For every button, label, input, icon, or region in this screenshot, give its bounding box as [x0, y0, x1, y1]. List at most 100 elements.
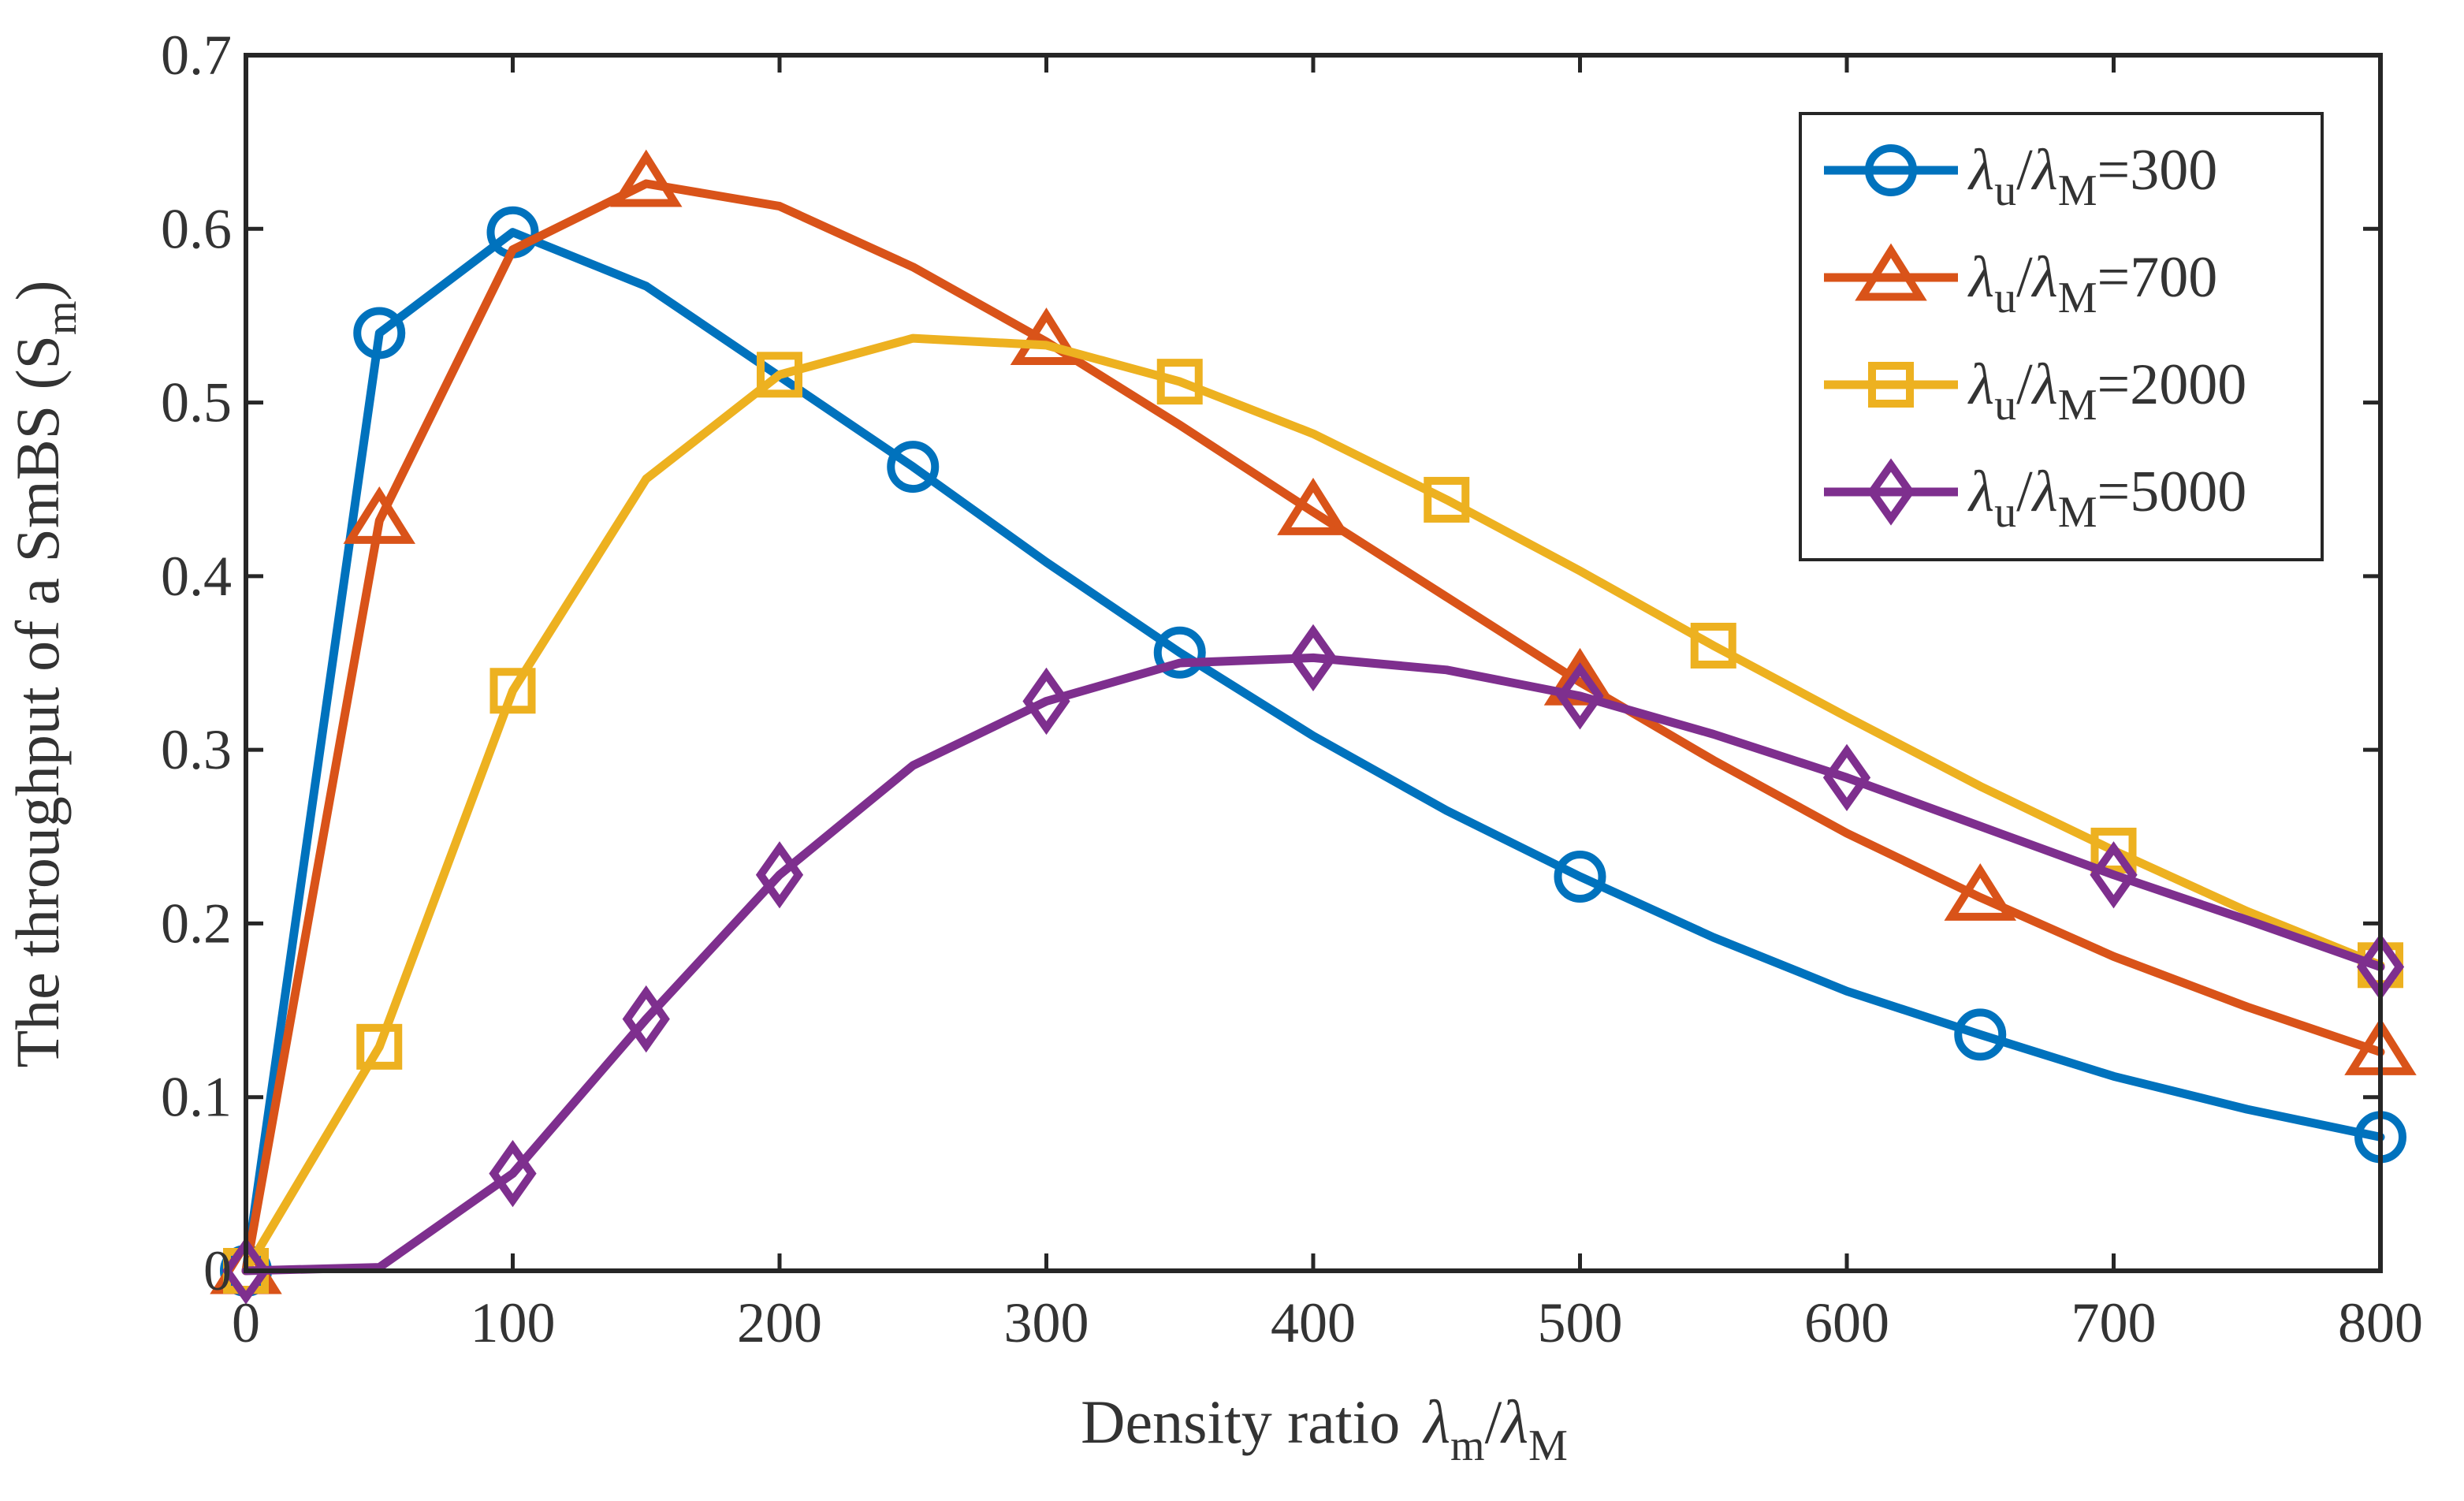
legend-label-2-lambda: λ [1967, 245, 1994, 310]
series-4-point-5 [1022, 667, 1070, 736]
y-tick-label-3: 0.3 [161, 718, 232, 781]
legend-label-3: λu/λM=2000 [1967, 352, 2246, 430]
legend-marker-3 [1868, 362, 1914, 408]
legend-entry-2: λu/λM=700 [1824, 243, 2217, 322]
legend-label-2-slash: / [2016, 245, 2033, 310]
y-tick-label-0: 0 [203, 1239, 232, 1302]
legend-label-3-lambda: λ [1967, 352, 1994, 417]
legend-label-4-lambda: λ [1967, 460, 1994, 524]
legend-label-1-sub2: M [2058, 166, 2097, 215]
series-2-point-4 [1010, 307, 1083, 365]
legend-label-2-lambda: λ [2031, 245, 2058, 310]
series-1-point-7 [1954, 1008, 2007, 1061]
x-tick-label-1: 100 [471, 1291, 556, 1354]
legend-label-2-sub2: M [2058, 274, 2097, 322]
legend-label-4-sub2: M [2058, 488, 2097, 537]
y-axis-title-main: The throughput of a SmBS (S [3, 335, 72, 1068]
legend-label-1-value: =300 [2097, 138, 2217, 203]
series-2-point-3 [609, 149, 683, 207]
x-tick-label-4: 400 [1271, 1291, 1356, 1354]
legend-label-1-slash: / [2016, 138, 2033, 203]
legend-label-4-lambda: λ [2031, 460, 2058, 524]
series-4-point-6 [1289, 624, 1338, 692]
x-tick-label-5: 500 [1538, 1291, 1623, 1354]
y-tick-label-6: 0.6 [161, 197, 232, 260]
x-tick-label-8: 800 [2338, 1291, 2423, 1354]
legend-label-3-lambda: λ [2031, 352, 2058, 417]
plot-area [210, 149, 2417, 1305]
series-1-point-2 [353, 307, 406, 359]
x-tick-label-2: 200 [737, 1291, 822, 1354]
series-4-point-1 [221, 1237, 270, 1305]
x-axis-title-lambda-2: λ [1500, 1387, 1528, 1456]
x-axis-title-sub-2: M [1528, 1421, 1568, 1470]
series-4-point-7 [1556, 662, 1604, 730]
series-4-point-8 [1822, 743, 1871, 812]
y-tick-label-2: 0.2 [161, 892, 232, 955]
series-3-point-8 [2090, 827, 2137, 873]
x-axis-title-main: Density ratio [1081, 1387, 1400, 1456]
series-3-point-4 [757, 352, 802, 398]
series-3-point-2 [356, 1023, 403, 1070]
series-3-point-3 [489, 668, 536, 714]
legend-entry-3: λu/λM=2000 [1824, 352, 2246, 430]
series-3 [223, 333, 2403, 1294]
legend-marker-2 [1855, 243, 1927, 301]
legend-label-2: λu/λM=700 [1967, 245, 2217, 322]
series-4-point-9 [2090, 841, 2138, 909]
y-axis-title: The throughput of a SmBS (Sm) [3, 280, 86, 1067]
axes: 0 100 200 300 400 500 600 700 800 0 0.1 0.2 0.3 0.4 0.… [161, 24, 2423, 1354]
y-tick-label-7: 0.7 [161, 24, 232, 87]
series-1-point-6 [1554, 850, 1606, 903]
series-2-point-7 [1944, 862, 2017, 921]
series-4-point-2 [489, 1139, 537, 1208]
x-axis-title-slash: / [1485, 1387, 1502, 1456]
legend-label-1: λu/λM=300 [1967, 138, 2217, 215]
series-4-point-4 [755, 841, 804, 909]
legend-entry-1: λu/λM=300 [1824, 138, 2217, 215]
series-1-point-5 [1153, 626, 1206, 679]
series-4 [221, 624, 2405, 1305]
legend-label-3-value: =2000 [2097, 352, 2246, 417]
legend-marker-4 [1867, 458, 1915, 526]
legend-entry-4: λu/λM=5000 [1824, 458, 2246, 537]
legend-label-3-sub2: M [2058, 381, 2097, 430]
series-1-line [241, 228, 2385, 1276]
x-axis-title-lambda-1: λ [1422, 1387, 1450, 1456]
y-tick-label-1: 0.1 [161, 1066, 232, 1129]
legend-marker-1 [1865, 144, 1917, 196]
series-3-point-6 [1424, 476, 1470, 523]
legend-label-1-lambda: λ [2031, 138, 2058, 203]
x-tick-label-7: 700 [2071, 1291, 2157, 1354]
legend-box [1799, 112, 2324, 561]
x-axis-title: Density ratio λm/λM [1081, 1387, 1568, 1470]
series-2-point-5 [1277, 477, 1349, 535]
legend-label-3-sub1: u [1994, 381, 2016, 430]
x-tick-label-6: 600 [1804, 1291, 1889, 1354]
series-4-line [241, 653, 2385, 1276]
y-axis-title-close: ) [3, 280, 72, 300]
legend-label-4-slash: / [2016, 460, 2033, 524]
series-3-line [241, 333, 2385, 1276]
legend-label-1-sub1: u [1994, 166, 2016, 215]
legend-label-2-sub1: u [1994, 274, 2016, 322]
x-tick-label-3: 300 [1004, 1291, 1089, 1354]
legend-label-2-value: =700 [2097, 245, 2217, 310]
series-2-point-6 [1543, 647, 1617, 706]
legend-label-4: λu/λM=5000 [1967, 460, 2246, 537]
series-2-line [241, 179, 2385, 1276]
y-tick-label-5: 0.5 [161, 371, 232, 434]
series-4-point-3 [622, 985, 670, 1053]
y-tick-label-4: 0.4 [161, 545, 232, 608]
x-tick-label-0: 0 [232, 1291, 260, 1354]
legend-label-4-sub1: u [1994, 488, 2016, 537]
x-axis-title-sub-1: m [1450, 1421, 1485, 1470]
series-2-point-2 [343, 486, 416, 544]
legend-label-3-slash: / [2016, 352, 2033, 417]
y-axis-title-sub: m [37, 300, 86, 335]
legend-label-1-lambda: λ [1967, 138, 1994, 203]
series-1-point-4 [887, 441, 940, 494]
series-3-point-7 [1690, 622, 1736, 669]
series-3-point-5 [1156, 359, 1203, 405]
